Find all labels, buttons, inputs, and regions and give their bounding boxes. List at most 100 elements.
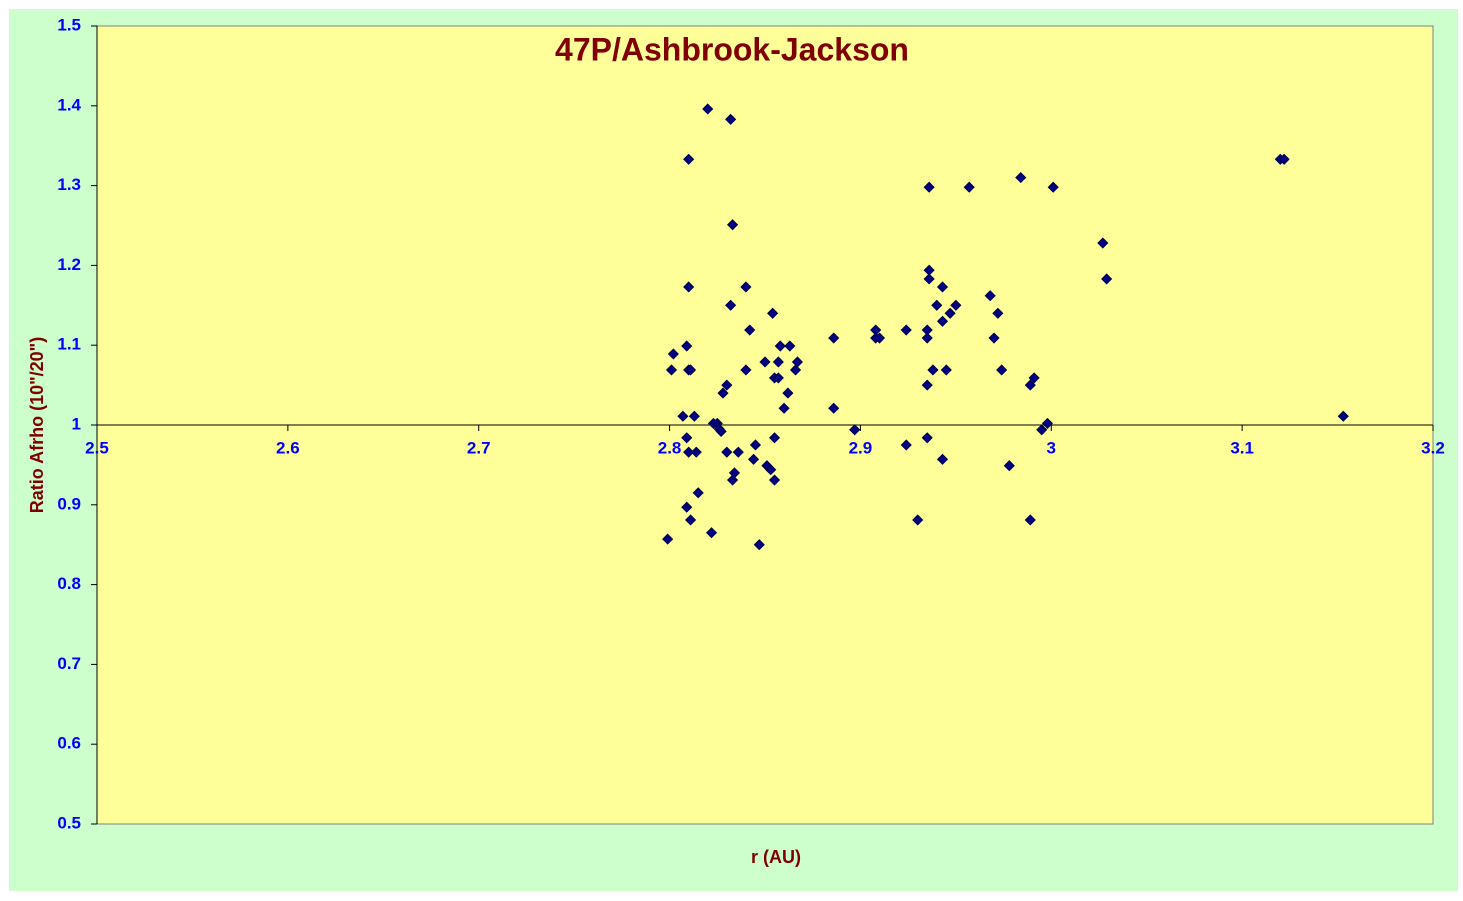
data-point (984, 290, 996, 302)
y-tick-label: 0.6 (57, 734, 81, 753)
data-point (726, 219, 739, 231)
data-point (988, 332, 1000, 344)
data-point (900, 439, 912, 451)
x-tick-label: 2.7 (467, 438, 491, 457)
y-tick-label: 1.2 (57, 255, 81, 274)
x-tick-label: 3 (1047, 438, 1056, 457)
data-point (950, 299, 962, 311)
y-tick-label: 1.4 (57, 95, 81, 114)
y-axis-label: Ratio Afrho (10"/20") (27, 337, 47, 513)
data-point (1015, 172, 1027, 184)
data-point (963, 181, 975, 193)
y-tick-label: 0.7 (57, 654, 81, 673)
data-point (873, 332, 886, 344)
data-point (685, 514, 697, 526)
data-point (688, 410, 700, 422)
data-point (677, 410, 689, 422)
data-point (931, 299, 943, 311)
x-tick-label: 3.1 (1230, 438, 1254, 457)
data-point (725, 299, 737, 311)
data-point (828, 402, 840, 414)
x-tick-label: 2.9 (849, 438, 873, 457)
y-tick-label: 0.8 (57, 574, 81, 593)
data-point (1278, 153, 1290, 165)
data-point (715, 425, 727, 437)
data-point (789, 364, 802, 376)
data-point (923, 273, 935, 285)
data-point (768, 432, 781, 444)
data-point (996, 364, 1008, 376)
x-tick-label: 2.5 (85, 438, 109, 457)
data-point (774, 340, 786, 352)
data-point (1036, 424, 1048, 436)
x-tick-label: 2.8 (658, 438, 682, 457)
data-point (849, 424, 861, 436)
data-point (1028, 372, 1040, 384)
y-tick-label: 0.5 (57, 813, 81, 832)
data-point (992, 307, 1004, 319)
data-point (772, 372, 784, 384)
x-tick-label: 3.2 (1421, 438, 1445, 457)
y-tick-label: 0.9 (57, 494, 81, 513)
data-point (681, 501, 693, 513)
y-tick-label: 1.1 (57, 335, 81, 354)
data-point (759, 356, 771, 368)
data-point (767, 307, 779, 319)
data-point (685, 364, 697, 376)
data-point (690, 446, 702, 458)
data-point (927, 364, 939, 376)
data-point (784, 340, 796, 352)
data-point (1047, 181, 1059, 193)
data-point (1097, 237, 1109, 249)
data-point (772, 356, 784, 368)
data-point (1101, 273, 1113, 285)
data-point (1041, 417, 1054, 429)
data-point (921, 332, 933, 344)
data-point (828, 332, 840, 344)
data-point (923, 181, 935, 193)
data-point (912, 514, 924, 526)
data-point (683, 281, 695, 293)
data-point (740, 281, 752, 293)
data-point (705, 527, 718, 539)
data-point (1337, 410, 1349, 422)
data-point (717, 387, 729, 399)
data-point (665, 364, 678, 376)
x-axis-label: r (AU) (751, 847, 801, 867)
data-point (936, 453, 949, 465)
data-point (747, 453, 760, 465)
data-point (744, 324, 756, 336)
data-point (900, 324, 912, 336)
data-point (936, 281, 949, 293)
data-point (1024, 514, 1036, 526)
data-point (702, 103, 714, 115)
data-point (721, 446, 733, 458)
data-point (732, 446, 744, 458)
data-point (921, 379, 933, 391)
data-point (921, 432, 933, 444)
data-point (768, 474, 781, 486)
data-point (1024, 379, 1036, 391)
data-point (740, 364, 752, 376)
data-point (1003, 460, 1015, 472)
data-point (753, 539, 765, 551)
y-tick-label: 1.5 (57, 15, 81, 34)
data-point (721, 379, 733, 391)
data-point (725, 113, 737, 125)
chart-title: 47P/Ashbrook-Jackson (555, 31, 909, 67)
data-point (944, 307, 956, 319)
data-point (765, 464, 777, 476)
x-tick-label: 2.6 (276, 438, 300, 457)
data-point (667, 348, 679, 360)
data-point (782, 387, 794, 399)
data-point (662, 533, 674, 545)
data-point (681, 432, 693, 444)
y-tick-label: 1.3 (57, 175, 81, 194)
data-point (940, 364, 952, 376)
data-point (936, 315, 949, 327)
data-point (726, 474, 739, 486)
data-point (683, 153, 695, 165)
data-point (681, 340, 693, 352)
